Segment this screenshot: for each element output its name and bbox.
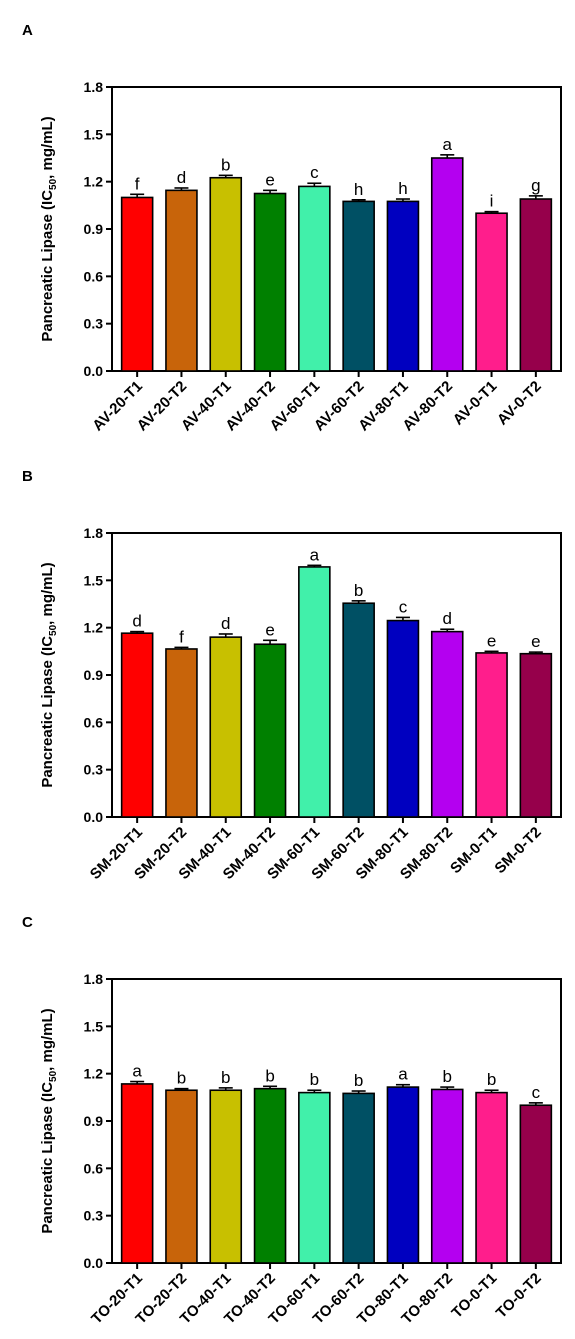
significance-letter: d xyxy=(443,609,452,628)
bar xyxy=(253,192,287,372)
significance-letter: i xyxy=(490,192,494,211)
bar xyxy=(165,1089,198,1264)
significance-letter: f xyxy=(179,627,184,646)
significance-letter: c xyxy=(399,597,408,616)
bar xyxy=(253,1087,287,1264)
y-tick-label: 0.6 xyxy=(84,1160,104,1176)
significance-letter: a xyxy=(132,1062,142,1081)
bar xyxy=(386,619,420,818)
y-tick-label: 1.2 xyxy=(84,1066,104,1082)
significance-letter: b xyxy=(265,1066,274,1085)
bar xyxy=(165,648,198,818)
significance-letter: d xyxy=(221,614,230,633)
y-axis-title: Pancreatic Lipase (IC50, mg/mL) xyxy=(39,116,59,341)
significance-letter: a xyxy=(310,545,320,564)
bar xyxy=(298,185,331,372)
significance-letter: a xyxy=(398,1065,408,1084)
y-tick-label: 1.8 xyxy=(84,971,104,987)
significance-letter: c xyxy=(310,163,319,182)
y-tick-label: 0.3 xyxy=(84,762,104,778)
significance-letter: e xyxy=(531,632,540,651)
y-tick-label: 1.2 xyxy=(84,620,104,636)
significance-letter: d xyxy=(132,612,141,631)
y-tick-label: 1.8 xyxy=(84,79,104,95)
bar xyxy=(430,630,464,818)
y-tick-label: 1.2 xyxy=(84,174,104,190)
significance-letter: e xyxy=(487,631,496,650)
significance-letter: h xyxy=(398,179,407,198)
bar xyxy=(298,1091,331,1264)
bar xyxy=(165,189,198,372)
significance-letter: c xyxy=(532,1083,541,1102)
bar xyxy=(209,176,243,372)
y-axis-title: Pancreatic Lipase (IC50, mg/mL) xyxy=(39,1008,59,1233)
y-tick-label: 1.8 xyxy=(84,525,104,541)
y-tick-label: 0.0 xyxy=(84,809,104,825)
panel-label: A xyxy=(22,22,33,39)
bar xyxy=(298,566,331,818)
significance-letter: e xyxy=(265,620,274,639)
bar xyxy=(253,643,287,818)
bar xyxy=(386,1086,420,1264)
bar xyxy=(475,212,508,372)
bar xyxy=(209,1089,243,1264)
significance-letter: b xyxy=(354,581,363,600)
chart-panel-c: C Pancreatic Lipase (IC50, mg/mL) 0.0 0.3 0.… xyxy=(0,892,575,1337)
bar xyxy=(519,198,553,372)
panel-label: C xyxy=(22,914,33,931)
bar xyxy=(386,200,420,372)
y-tick-label: 0.6 xyxy=(84,268,104,284)
y-tick-label: 0.3 xyxy=(84,1208,104,1224)
significance-letter: b xyxy=(221,155,230,174)
bar xyxy=(342,602,375,818)
significance-letter: e xyxy=(265,170,274,189)
significance-letter: a xyxy=(443,135,453,154)
panel-label: B xyxy=(22,468,33,485)
y-tick-label: 1.5 xyxy=(84,1018,104,1034)
x-tick-label: TO-0-T1 xyxy=(448,1270,500,1322)
bar xyxy=(430,1088,464,1264)
x-tick-label: AV-0-T2 xyxy=(494,378,545,429)
y-axis-title: Pancreatic Lipase (IC50, mg/mL) xyxy=(39,562,59,787)
y-tick-label: 0.6 xyxy=(84,714,104,730)
bar xyxy=(342,200,375,372)
x-tick-label: TO-0-T2 xyxy=(493,1270,545,1322)
bar xyxy=(519,652,553,818)
bar xyxy=(209,636,243,818)
significance-letter: h xyxy=(354,180,363,199)
significance-letter: g xyxy=(531,176,540,195)
y-tick-label: 1.5 xyxy=(84,572,104,588)
y-tick-label: 0.9 xyxy=(84,667,104,683)
significance-letter: b xyxy=(443,1067,452,1086)
bar xyxy=(120,1083,154,1264)
bar xyxy=(120,196,154,372)
significance-letter: f xyxy=(135,174,140,193)
significance-letter: b xyxy=(310,1070,319,1089)
bar xyxy=(430,157,464,372)
significance-letter: d xyxy=(177,168,186,187)
bar xyxy=(475,652,508,818)
y-tick-label: 1.5 xyxy=(84,126,104,142)
bar xyxy=(120,632,154,818)
chart-panel-a: A Pancreatic Lipase (IC50, mg/mL) 0.0 0.3 0.… xyxy=(0,0,575,445)
y-tick-label: 0.3 xyxy=(84,316,104,332)
significance-letter: b xyxy=(177,1069,186,1088)
bar xyxy=(342,1092,375,1264)
bar xyxy=(519,1104,553,1264)
y-tick-label: 0.0 xyxy=(84,1255,104,1271)
x-tick-label: SM-0-T1 xyxy=(447,824,500,877)
x-tick-label: AV-0-T1 xyxy=(450,378,501,429)
significance-letter: b xyxy=(221,1068,230,1087)
bar xyxy=(475,1091,508,1264)
y-tick-label: 0.9 xyxy=(84,221,104,237)
significance-letter: b xyxy=(354,1071,363,1090)
y-tick-label: 0.9 xyxy=(84,1113,104,1129)
x-tick-label: SM-0-T2 xyxy=(491,824,544,877)
y-tick-label: 0.0 xyxy=(84,363,104,379)
chart-panel-b: B Pancreatic Lipase (IC50, mg/mL) 0.0 0.3 0.… xyxy=(0,446,575,891)
significance-letter: b xyxy=(487,1070,496,1089)
